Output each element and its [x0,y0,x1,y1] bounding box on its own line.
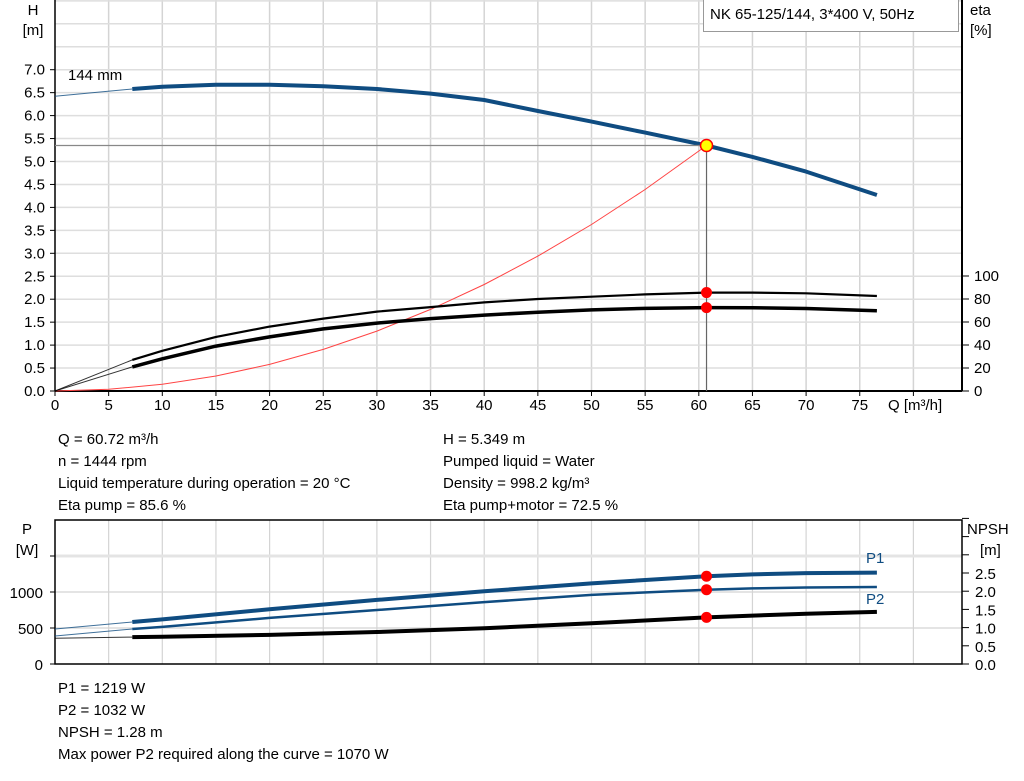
pump-title: NK 65-125/144, 3*400 V, 50Hz [703,0,959,32]
p-axis-unit: [W] [16,542,39,559]
q-tick-label: 70 [798,397,815,414]
h-tick-label: 1.5 [24,314,45,331]
h-tick-label: 0.5 [24,360,45,377]
npsh-duty-marker [701,611,713,623]
npsh-axis-unit: [m] [980,542,1001,559]
p1-curve [132,570,877,624]
info-top-right: H = 5.349 m Pumped liquid = Water Densit… [443,429,618,517]
head-curve [132,82,878,197]
q-tick-label: 30 [369,397,386,414]
q-tick-label: 15 [208,397,225,414]
q-tick-label: 45 [530,397,547,414]
info-p1: P1 = 1219 W [58,680,146,697]
h-tick-label: 5.0 [24,154,45,171]
h-tick-label: 5.5 [24,131,45,148]
info-head: H = 5.349 m [443,431,526,448]
impeller-diameter-label: 144 mm [68,67,122,84]
info-npsh: NPSH = 1.28 m [58,724,163,741]
npsh-curve [132,609,877,640]
p2-curve-label: P2 [866,591,884,608]
q-tick-label: 0 [51,397,59,414]
h-tick-label: 2.5 [24,268,45,285]
eta-pump-motor-duty-marker [701,302,713,314]
q-tick-label: 40 [476,397,493,414]
info-bottom: P1 = 1219 W P2 = 1032 W NPSH = 1.28 m Ma… [58,678,389,766]
q-tick-label: 65 [744,397,761,414]
system-curve [54,145,707,392]
p2-curve-extension [54,628,133,637]
eta-tick-label: 80 [974,291,991,308]
info-eta-pump-motor: Eta pump+motor = 72.5 % [443,497,619,514]
h-axis-label: H [28,2,39,19]
p1-duty-marker [701,570,713,582]
info-liquid-temp: Liquid temperature during operation = 20… [58,475,351,492]
q-tick-label: 55 [637,397,654,414]
q-tick-label: 20 [261,397,278,414]
eta-pump-duty-marker [701,287,713,299]
p2-curve [132,585,877,631]
info-eta-pump: Eta pump = 85.6 % [58,497,186,514]
info-top-left: Q = 60.72 m³/h n = 1444 rpm Liquid tempe… [58,429,350,517]
info-flow: Q = 60.72 m³/h [58,431,159,448]
q-tick-label: 50 [583,397,600,414]
info-pumped-liquid: Pumped liquid = Water [443,453,595,470]
eta-axis-unit: [%] [970,22,992,39]
p1-curve-label: P1 [866,550,884,567]
eta-pump-curve [131,291,877,361]
eta-tick-label: 20 [974,360,991,377]
h-tick-label: 0.0 [24,383,45,400]
npsh-tick-label: 1.0 [975,621,996,638]
npsh-tick-label: 1.5 [975,602,996,619]
p1-curve-extension [54,621,133,630]
h-tick-label: 3.0 [24,245,45,262]
eta-tick-label: 60 [974,314,991,331]
q-tick-label: 35 [422,397,439,414]
h-tick-label: 6.0 [24,108,45,125]
q-axis-label: Q [m³/h] [888,397,942,414]
npsh-tick-label: 0.0 [975,657,996,674]
duty-point-marker [699,138,714,153]
p-tick-label: 0 [35,657,43,674]
h-tick-label: 1.0 [24,337,45,354]
eta-pump-curve-extension [54,359,133,392]
npsh-tick-label: 2.5 [975,566,996,583]
npsh-tick-label: 0.5 [975,639,996,656]
q-tick-label: 10 [154,397,171,414]
h-axis-unit: [m] [23,22,44,39]
eta-axis-label: eta [970,2,992,19]
info-speed: n = 1444 rpm [58,453,147,470]
head-curve-extension [54,88,133,97]
h-tick-label: 2.0 [24,291,45,308]
h-tick-label: 4.0 [24,199,45,216]
info-max-power: Max power P2 required along the curve = … [58,746,389,763]
h-tick-label: 3.5 [24,222,45,239]
q-tick-label: 75 [851,397,868,414]
eta-tick-label: 40 [974,337,991,354]
info-density: Density = 998.2 kg/m³ [443,475,590,492]
p-tick-label: 500 [18,621,43,638]
npsh-curve-extension [54,636,133,639]
q-tick-label: 5 [104,397,112,414]
npsh-axis-label: NPSH [967,521,1009,538]
p2-duty-marker [701,584,713,596]
npsh-tick-label: 2.0 [975,584,996,601]
q-tick-label: 25 [315,397,332,414]
info-p2: P2 = 1032 W [58,702,146,719]
q-tick-label: 60 [690,397,707,414]
h-tick-label: 6.5 [24,85,45,102]
h-tick-label: 7.0 [24,62,45,79]
h-tick-label: 4.5 [24,176,45,193]
eta-pump-motor-curve [131,305,877,369]
p-axis-label: P [22,521,32,538]
eta-tick-label: 100 [974,268,999,285]
eta-pump-motor-curve-extension [54,366,133,392]
eta-tick-label: 0 [974,383,982,400]
p-tick-label: 1000 [10,585,43,602]
